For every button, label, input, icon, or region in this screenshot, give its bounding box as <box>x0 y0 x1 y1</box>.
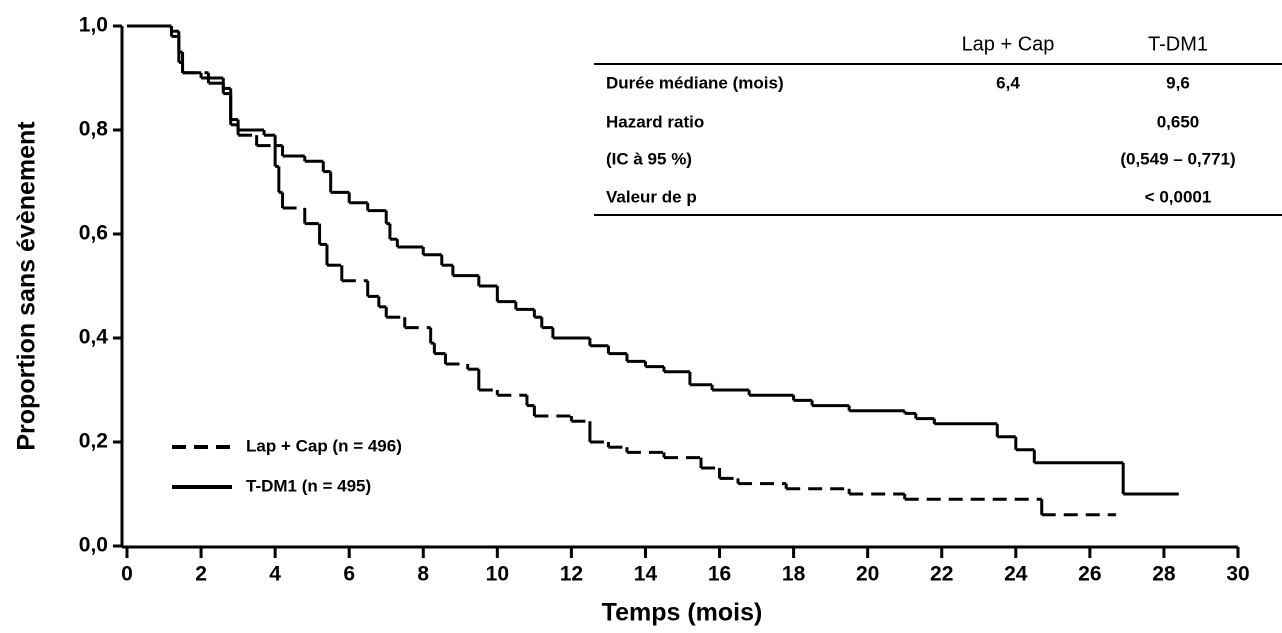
x-tick-label: 8 <box>417 563 429 586</box>
table-cell: 0,650 <box>1157 112 1200 131</box>
y-tick-label: 0,2 <box>79 430 108 453</box>
table-cell: 6,4 <box>996 73 1020 92</box>
table-row-label: Valeur de p <box>606 187 697 206</box>
x-tick-label: 24 <box>1004 563 1028 586</box>
x-tick-label: 0 <box>121 563 133 586</box>
y-tick-label: 0,6 <box>79 222 108 245</box>
x-tick-label: 2 <box>195 563 207 586</box>
table-cell: 9,6 <box>1166 73 1190 92</box>
x-tick-label: 14 <box>634 563 658 586</box>
x-tick-label: 22 <box>930 563 953 586</box>
x-tick-label: 16 <box>708 563 731 586</box>
x-tick-label: 4 <box>269 563 281 586</box>
x-tick-label: 10 <box>486 563 509 586</box>
x-tick-label: 30 <box>1226 563 1249 586</box>
x-tick-label: 20 <box>856 563 879 586</box>
table-header: Lap + Cap <box>962 33 1055 55</box>
x-tick-label: 18 <box>782 563 806 586</box>
x-axis-title: Temps (mois) <box>602 599 763 627</box>
table-header: T-DM1 <box>1148 33 1208 55</box>
table-cell: (0,549 – 0,771) <box>1120 149 1235 168</box>
table-row-label: Hazard ratio <box>606 112 704 131</box>
table-row-label: Durée médiane (mois) <box>606 73 784 92</box>
y-axis-title: Proportion sans évènement <box>13 121 41 451</box>
x-tick-label: 12 <box>560 563 583 586</box>
table-cell: < 0,0001 <box>1145 187 1212 206</box>
table-row-label: (IC à 95 %) <box>606 149 692 168</box>
legend-label: Lap + Cap (n = 496) <box>246 436 402 455</box>
y-tick-label: 0,8 <box>79 118 109 141</box>
x-tick-label: 6 <box>343 563 355 586</box>
x-tick-label: 28 <box>1152 563 1176 586</box>
y-tick-label: 0,0 <box>79 534 108 557</box>
x-tick-label: 26 <box>1078 563 1101 586</box>
y-tick-label: 1,0 <box>79 14 108 37</box>
legend-label: T-DM1 (n = 495) <box>246 476 371 495</box>
y-tick-label: 0,4 <box>79 326 109 349</box>
